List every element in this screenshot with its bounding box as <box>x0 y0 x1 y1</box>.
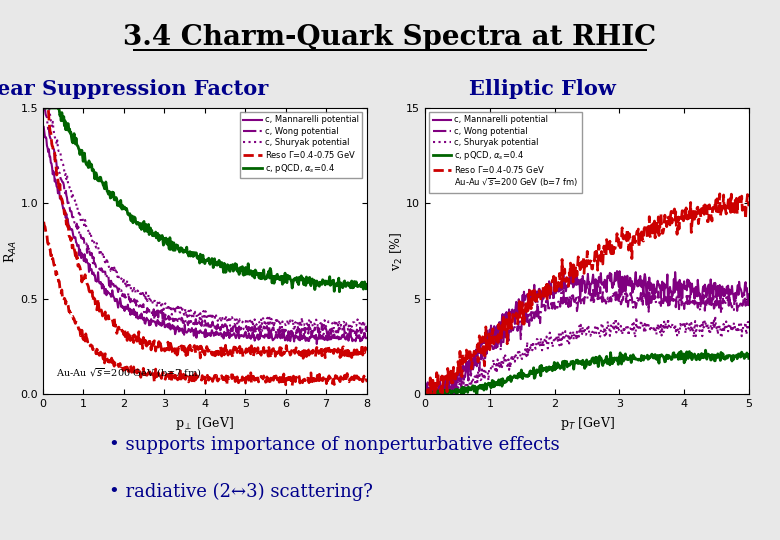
Y-axis label: R$_{AA}$: R$_{AA}$ <box>3 240 19 262</box>
Legend: c, Mannarelli potential, c, Wong potential, c, Shuryak potential, Reso $\Gamma$=: c, Mannarelli potential, c, Wong potenti… <box>240 112 363 178</box>
Text: • supports importance of nonperturbative effects: • supports importance of nonperturbative… <box>109 436 560 455</box>
Text: Elliptic Flow: Elliptic Flow <box>469 79 615 99</box>
X-axis label: p$_{T}$ [GeV]: p$_{T}$ [GeV] <box>559 415 615 431</box>
Text: Nuclear Suppression Factor: Nuclear Suppression Factor <box>0 79 268 99</box>
X-axis label: p$_{\perp}$ [GeV]: p$_{\perp}$ [GeV] <box>176 415 234 431</box>
Text: 3.4 Charm-Quark Spectra at RHIC: 3.4 Charm-Quark Spectra at RHIC <box>123 24 657 51</box>
Legend: c, Mannarelli potential, c, Wong potential, c, Shuryak potential, c, pQCD, $\alp: c, Mannarelli potential, c, Wong potenti… <box>429 112 582 193</box>
Text: • radiative (2↔3) scattering?: • radiative (2↔3) scattering? <box>109 482 373 501</box>
Text: Au-Au $\sqrt{s}$=200 GeV (b=7 fm): Au-Au $\sqrt{s}$=200 GeV (b=7 fm) <box>56 367 202 381</box>
Y-axis label: v$_2$ [%]: v$_2$ [%] <box>388 231 405 271</box>
